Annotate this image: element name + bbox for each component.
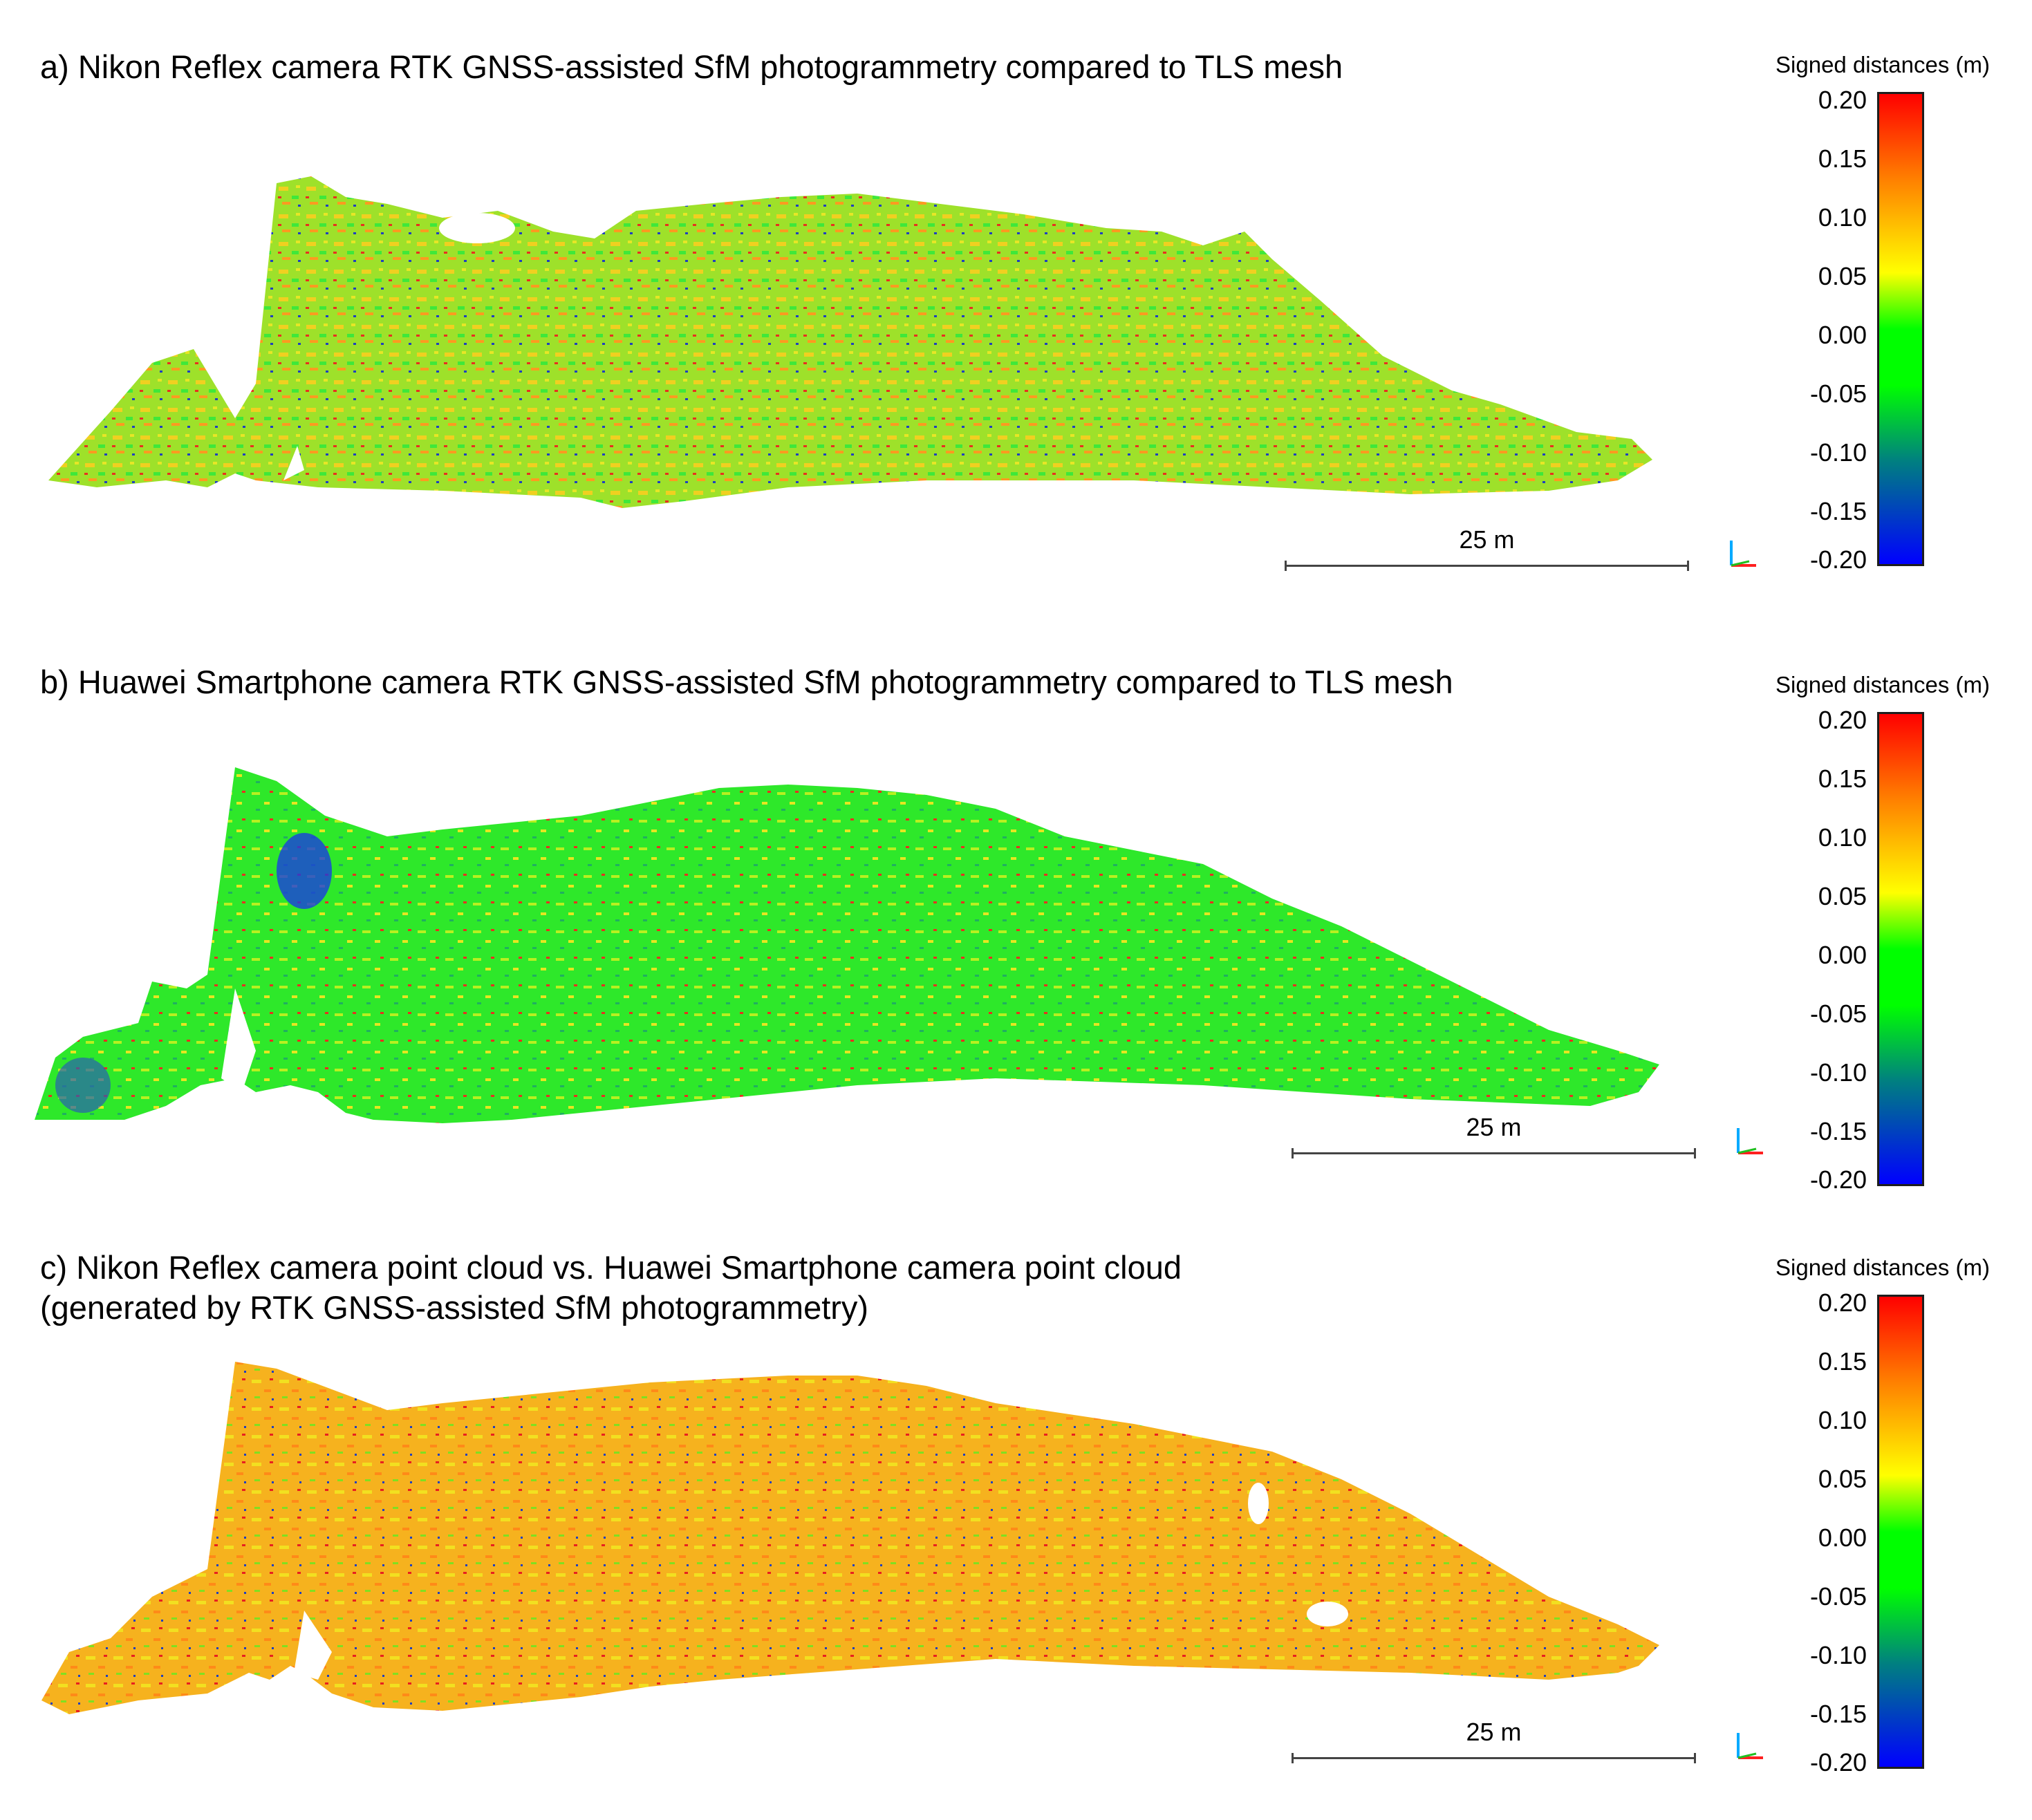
panel-c-legend-tick: 0.05 [1818, 1465, 1867, 1493]
panel-b-legend-title: Signed distances (m) [1775, 672, 1990, 697]
panel-b-legend-tick: 0.15 [1818, 764, 1867, 793]
panel-b-legend-colorbar [1877, 712, 1924, 1186]
panel-a-scalebar: 25 m [1285, 525, 1689, 574]
panel-a-legend-tick: 0.10 [1818, 203, 1867, 232]
panel-a-legend-tick: -0.10 [1809, 438, 1867, 467]
panel-a-legend-title: Signed distances (m) [1775, 52, 1990, 77]
panel-b-distance-map [35, 767, 1659, 1123]
panel-c-legend-tick: 0.10 [1818, 1406, 1867, 1434]
panel-c-legend-tick: -0.10 [1809, 1641, 1867, 1669]
panel-b-legend-tick: -0.05 [1809, 1000, 1867, 1028]
panel-b-legend-tick: 0.00 [1818, 941, 1867, 969]
panel-c-legend-title: Signed distances (m) [1775, 1255, 1990, 1280]
panel-a-cloud-shape [48, 176, 1652, 508]
panel-a-legend-tick: 0.20 [1818, 86, 1867, 114]
panel-b-scalebar-label: 25 m [1466, 1113, 1522, 1141]
panel-a-legend-tick: 0.15 [1818, 144, 1867, 173]
panel-b-scalebar-line [1292, 1148, 1696, 1158]
panel-c-scalebar-label: 25 m [1466, 1718, 1522, 1746]
panel-a: a) Nikon Reflex camera RTK GNSS-assisted… [0, 0, 2032, 608]
panel-b-legend-tick: 0.10 [1818, 823, 1867, 852]
panel-b-gap-notch [221, 988, 256, 1092]
panel-a-gap-notch [283, 446, 304, 480]
panel-a-legend-tick: -0.15 [1809, 497, 1867, 525]
panel-b-legend-tick: -0.15 [1809, 1117, 1867, 1145]
panel-c-scalebar: 25 m [1292, 1718, 1696, 1766]
panel-a-axes-icon [1730, 541, 1756, 567]
panel-a-title: a) Nikon Reflex camera RTK GNSS-assisted… [40, 48, 1343, 85]
panel-b-legend-tick: -0.10 [1809, 1058, 1867, 1087]
panel-b-scalebar: 25 m [1292, 1113, 1696, 1161]
panel-a-legend-tick: -0.20 [1809, 545, 1867, 574]
panel-c-legend-tick: 0.00 [1818, 1523, 1867, 1552]
panel-c-legend-tick: -0.20 [1809, 1748, 1867, 1776]
panel-a-legend-tick: 0.05 [1818, 262, 1867, 290]
panel-c-gap-notch [294, 1611, 332, 1680]
panel-c-gap-hole [1248, 1483, 1269, 1524]
panel-b-title: b) Huawei Smartphone camera RTK GNSS-ass… [40, 664, 1453, 700]
panel-b-blue-zone [55, 1058, 111, 1113]
panel-c: c) Nikon Reflex camera point cloud vs. H… [0, 1210, 2032, 1820]
panel-b-legend: Signed distances (m) 0.20 0.15 0.10 0.05… [1742, 672, 2032, 1218]
panel-c-distance-map [41, 1362, 1659, 1714]
panel-c-legend: Signed distances (m) 0.20 0.15 0.10 0.05… [1742, 1255, 2032, 1801]
panel-b-legend-tick: -0.20 [1809, 1165, 1867, 1194]
panel-b: b) Huawei Smartphone camera RTK GNSS-ass… [0, 622, 2032, 1203]
panel-a-scalebar-line [1285, 561, 1689, 571]
panel-b-legend-tick: 0.05 [1818, 882, 1867, 910]
panel-c-axes-icon [1737, 1733, 1763, 1759]
panel-b-cloud-shape [35, 767, 1659, 1123]
panel-a-legend-tick: -0.05 [1809, 379, 1867, 408]
panel-c-legend-tick: 0.15 [1818, 1347, 1867, 1376]
panel-a-legend-colorbar [1877, 92, 1924, 566]
panel-a-gap-hole [439, 213, 515, 243]
panel-a-legend: Signed distances (m) 0.20 0.15 0.10 0.05… [1742, 52, 2032, 598]
panel-c-legend-tick: 0.20 [1818, 1288, 1867, 1317]
panel-a-scalebar-label: 25 m [1459, 525, 1515, 554]
panel-c-legend-tick: -0.15 [1809, 1700, 1867, 1728]
panel-c-scalebar-line [1292, 1753, 1696, 1763]
panel-b-axes-icon [1737, 1128, 1763, 1154]
panel-c-legend-tick: -0.05 [1809, 1582, 1867, 1611]
panel-c-legend-colorbar [1877, 1295, 1924, 1769]
panel-b-blue-zone [277, 833, 332, 909]
panel-c-cloud-shape [41, 1362, 1659, 1714]
panel-a-distance-map [48, 176, 1652, 508]
panel-c-gap-hole [1307, 1602, 1348, 1626]
panel-c-title: c) Nikon Reflex camera point cloud vs. H… [40, 1249, 1182, 1326]
panel-a-legend-tick: 0.00 [1818, 321, 1867, 349]
panel-b-legend-tick: 0.20 [1818, 706, 1867, 734]
